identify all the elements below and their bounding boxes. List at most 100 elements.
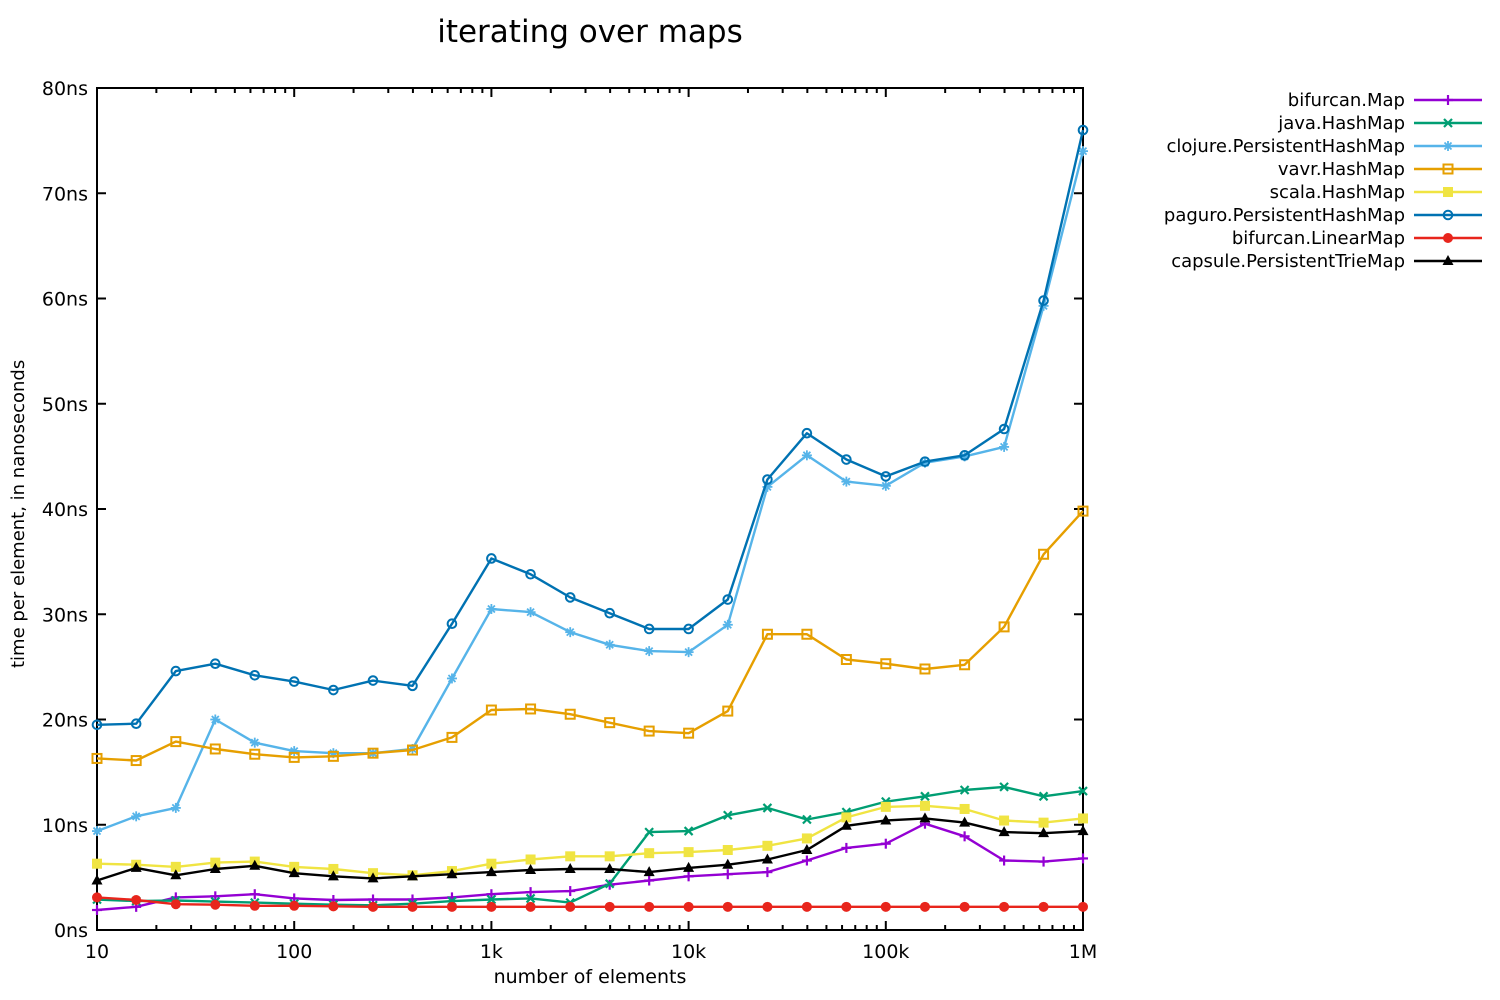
- marker-square-open: [209, 743, 221, 755]
- marker-asterisk: [881, 481, 890, 490]
- marker-circle-filled: [249, 900, 260, 911]
- marker-cross: [1078, 786, 1088, 796]
- marker-asterisk: [684, 648, 693, 657]
- marker-square-filled: [880, 801, 891, 812]
- marker-circle-filled: [1078, 901, 1088, 912]
- marker-triangle-filled: [840, 819, 852, 830]
- marker-square-filled: [1038, 817, 1049, 828]
- marker-circle-open: [801, 427, 813, 439]
- marker-circle-open: [880, 471, 892, 482]
- y-tick-label: 40ns: [42, 499, 88, 521]
- marker-circle-open: [288, 676, 300, 687]
- marker-triangle-filled: [959, 816, 971, 827]
- marker-square-open: [998, 621, 1010, 633]
- marker-circle-filled: [841, 901, 852, 912]
- marker-square-open: [170, 736, 182, 748]
- marker-square-filled: [289, 861, 300, 872]
- marker-triangle-filled: [288, 867, 300, 878]
- legend-label-bifurcan.LinearMap: bifurcan.LinearMap: [1232, 228, 1405, 249]
- marker-square-open: [761, 628, 773, 640]
- marker-square-filled: [999, 815, 1010, 826]
- marker-square-open: [880, 658, 892, 670]
- series-line-vavr.HashMap: [96, 510, 1084, 762]
- y-tick-label: 50ns: [42, 394, 88, 416]
- marker-circle-filled: [407, 901, 418, 912]
- marker-circle-filled: [131, 895, 142, 906]
- marker-circle-open: [683, 623, 694, 635]
- marker-square-filled: [604, 851, 615, 862]
- marker-square-open: [485, 704, 497, 716]
- marker-triangle-filled: [170, 869, 182, 880]
- marker-asterisk: [211, 715, 220, 724]
- marker-triangle-filled: [643, 866, 655, 877]
- x-axis-label: number of elements: [493, 966, 687, 988]
- marker-triangle-filled: [1442, 255, 1454, 265]
- marker-triangle-filled: [722, 858, 734, 869]
- marker-triangle-filled: [564, 862, 576, 873]
- legend-label-bifurcan.Map: bifurcan.Map: [1288, 90, 1405, 111]
- marker-circle-open: [130, 718, 142, 730]
- marker-circle-filled: [722, 901, 733, 912]
- marker-square-filled: [170, 861, 181, 872]
- marker-circle-filled: [644, 901, 655, 912]
- marker-circle-open: [486, 553, 497, 564]
- marker-cross: [525, 893, 536, 904]
- marker-triangle-filled: [406, 870, 418, 881]
- marker-square-open: [1077, 505, 1089, 517]
- marker-square-open: [801, 628, 813, 640]
- marker-circle-open: [998, 423, 1010, 435]
- marker-circle-filled: [762, 901, 773, 912]
- marker-square-open: [327, 750, 339, 762]
- marker-square-filled: [762, 840, 773, 851]
- marker-square-filled: [328, 863, 339, 874]
- marker-square-filled: [959, 803, 970, 814]
- series-line-clojure.PersistentHashMap: [96, 150, 1085, 833]
- series-line-java.HashMap: [96, 785, 1084, 907]
- marker-asterisk: [566, 628, 575, 637]
- marker-circle-filled: [486, 901, 497, 912]
- marker-circle-open: [328, 684, 339, 696]
- marker-asterisk: [92, 826, 102, 836]
- marker-square-open: [249, 748, 261, 760]
- marker-square-open: [840, 654, 852, 666]
- legend-label-vavr.HashMap: vavr.HashMap: [1278, 159, 1405, 180]
- marker-asterisk: [132, 812, 141, 821]
- marker-square-filled: [565, 851, 576, 862]
- x-tick-label: 10: [85, 941, 109, 963]
- marker-circle-open: [446, 618, 458, 630]
- marker-square-filled: [722, 845, 733, 856]
- y-tick-label: 80ns: [42, 78, 88, 100]
- marker-circle-open: [722, 594, 734, 605]
- y-tick-label: 20ns: [42, 710, 88, 732]
- marker-triangle-filled: [604, 862, 616, 873]
- marker-circle-filled: [92, 892, 102, 903]
- marker-asterisk: [842, 477, 851, 486]
- marker-square-open: [91, 752, 103, 764]
- series-line-bifurcan.Map: [96, 822, 1084, 912]
- marker-triangle-filled: [485, 866, 497, 877]
- marker-triangle-filled: [801, 844, 813, 855]
- marker-circle-open: [91, 719, 103, 731]
- marker-circle-filled: [289, 900, 300, 911]
- marker-triangle-filled: [130, 861, 142, 872]
- marker-square-filled: [919, 800, 930, 811]
- marker-circle-open: [564, 592, 576, 603]
- series-line-paguro.PersistentHashMap: [96, 129, 1085, 726]
- series-line-bifurcan.LinearMap: [96, 896, 1083, 908]
- marker-asterisk: [1078, 147, 1088, 156]
- marker-cross: [959, 785, 970, 795]
- marker-cross: [920, 791, 930, 802]
- marker-triangle-filled: [91, 874, 103, 885]
- legend-label-paguro.PersistentHashMap: paguro.PersistentHashMap: [1164, 205, 1405, 226]
- marker-circle-open: [209, 658, 221, 670]
- marker-square-filled: [92, 858, 102, 869]
- marker-circle-open: [249, 669, 261, 681]
- marker-triangle-filled: [446, 868, 458, 879]
- marker-square-open: [406, 744, 418, 756]
- marker-cross: [1038, 791, 1049, 802]
- marker-asterisk: [1443, 141, 1453, 151]
- marker-cross: [486, 894, 497, 905]
- y-tick-label: 30ns: [42, 604, 88, 626]
- marker-triangle-filled: [919, 812, 931, 823]
- marker-square-open: [130, 755, 142, 767]
